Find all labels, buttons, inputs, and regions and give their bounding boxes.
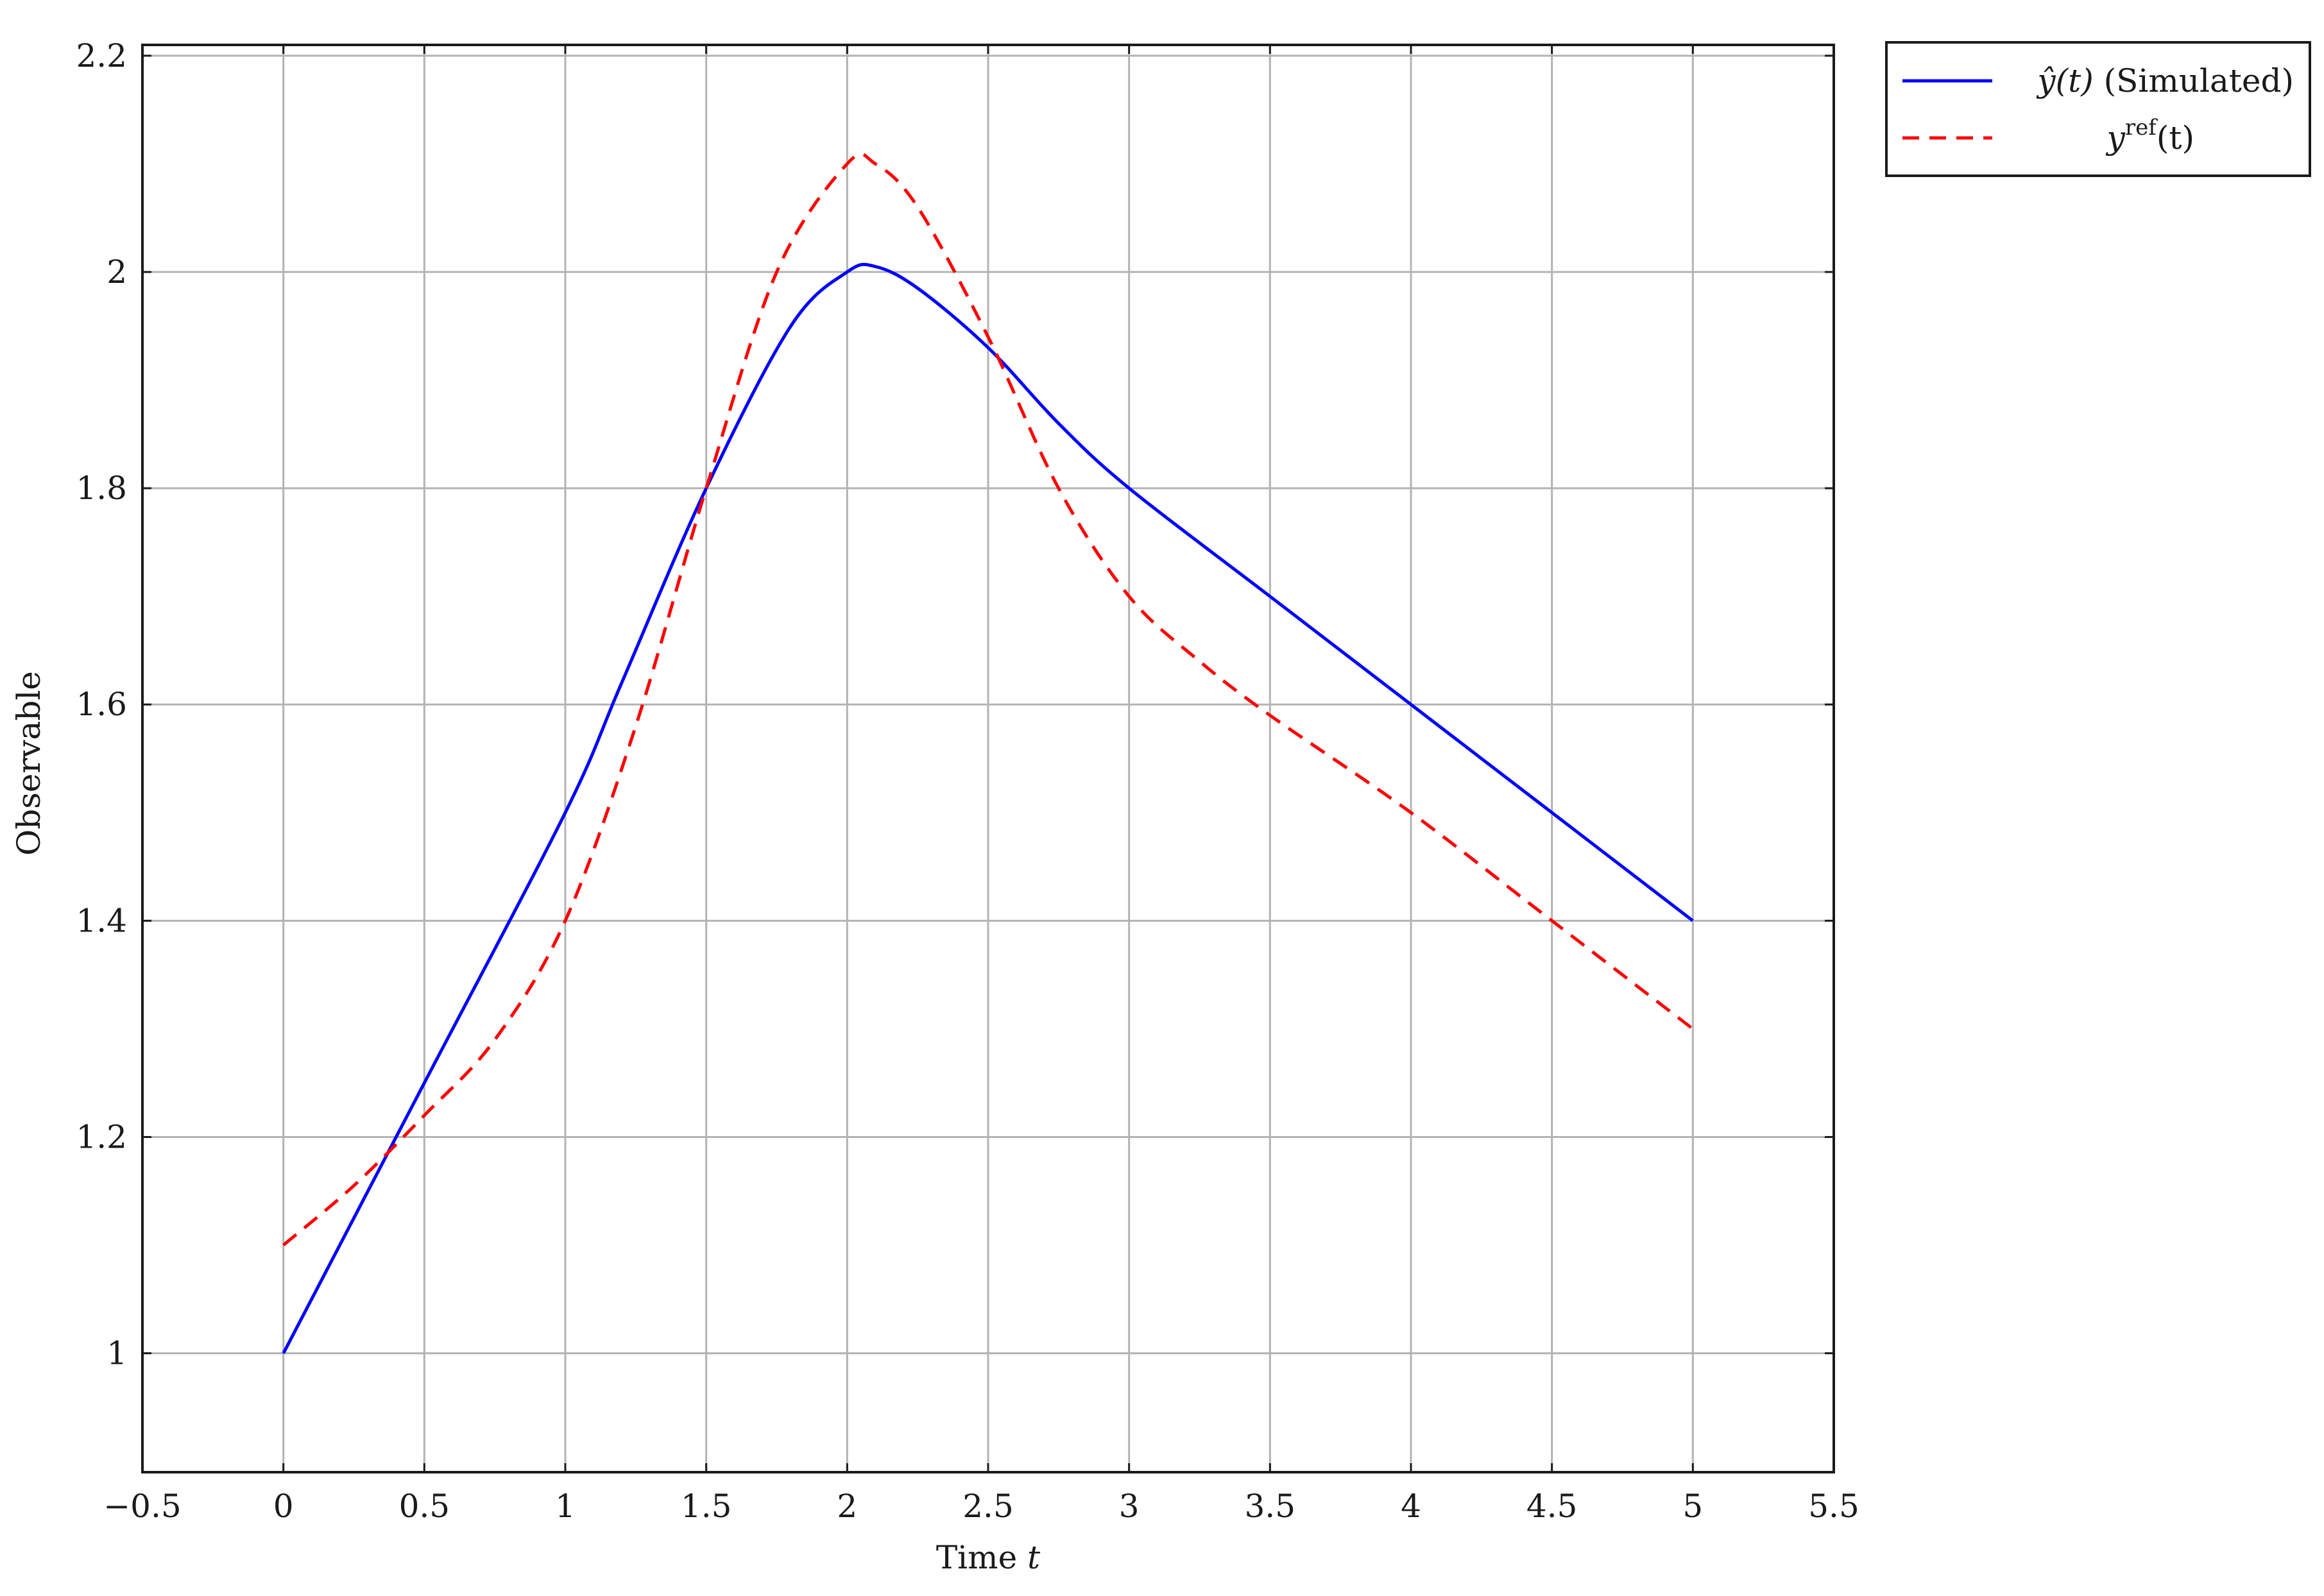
legend-label-reference: yref(t) — [2106, 115, 2194, 157]
plot-frame — [141, 44, 1835, 1473]
x-tick-label: 5.5 — [1808, 1488, 1859, 1525]
legend-label-simulated: ŷ(t) (Simulated) — [2036, 62, 2294, 99]
x-tick-label: 2 — [837, 1488, 857, 1525]
x-tick-label: 4.5 — [1526, 1488, 1578, 1525]
x-tick-label: 4 — [1401, 1488, 1421, 1525]
legend: ŷ(t) (Simulated) yref(t) — [1885, 41, 2311, 177]
y-tick-label: 2.2 — [76, 37, 127, 74]
y-tick-label: 1.6 — [76, 686, 127, 723]
y-tick-label: 1 — [107, 1335, 127, 1372]
legend-box — [1885, 41, 2311, 177]
x-tick-label: 1.5 — [681, 1488, 732, 1525]
x-tick-label: 2.5 — [962, 1488, 1014, 1525]
x-tick-label: 5 — [1682, 1488, 1703, 1525]
series-line-simulated — [282, 262, 1694, 1354]
y-tick-label: 1.8 — [76, 470, 127, 507]
series-lines — [282, 152, 1694, 1354]
y-tick-label: 2 — [107, 253, 127, 291]
y-axis-tick-labels: 1 1.2 1.4 1.6 1.8 2 2.2 — [76, 37, 127, 1372]
x-tick-label: 3 — [1119, 1488, 1140, 1525]
y-tick-label: 1.4 — [76, 902, 127, 939]
x-tick-label: 0 — [273, 1488, 294, 1525]
x-axis-title: Time t — [936, 1539, 1041, 1576]
series-line-reference — [282, 152, 1694, 1246]
x-axis-tick-labels: −0.5 0 0.5 1 1.5 2 2.5 3 3.5 4 4.5 5 5.5 — [103, 1488, 1859, 1525]
x-tick-label: 0.5 — [399, 1488, 450, 1525]
x-tick-label: 3.5 — [1245, 1488, 1296, 1525]
axis-ticks — [141, 45, 1835, 1472]
y-axis-title: Observable — [10, 671, 47, 856]
y-tick-label: 1.2 — [76, 1118, 127, 1155]
grid — [142, 45, 1834, 1472]
x-tick-label: −0.5 — [103, 1488, 181, 1525]
x-tick-label: 1 — [555, 1488, 576, 1525]
